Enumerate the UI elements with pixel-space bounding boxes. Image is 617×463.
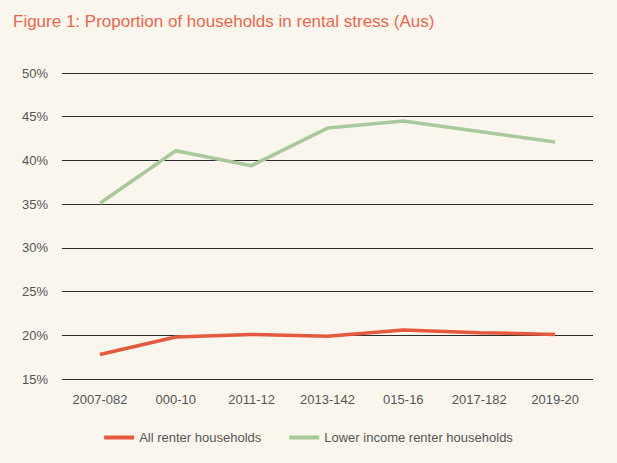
svg-text:2017-182: 2017-182	[452, 392, 507, 407]
svg-text:Figure 1: Proportion of househ: Figure 1: Proportion of households in re…	[13, 12, 434, 31]
svg-text:All renter households: All renter households	[139, 430, 262, 445]
svg-text:2013-142: 2013-142	[300, 392, 355, 407]
svg-text:40%: 40%	[22, 153, 48, 168]
svg-text:35%: 35%	[22, 197, 48, 212]
svg-text:Lower income renter households: Lower income renter households	[324, 430, 513, 445]
svg-text:30%: 30%	[22, 240, 48, 255]
svg-text:000-10: 000-10	[156, 392, 196, 407]
svg-text:2011-12: 2011-12	[228, 392, 275, 407]
svg-text:25%: 25%	[22, 284, 48, 299]
svg-text:15%: 15%	[22, 372, 48, 387]
svg-text:2019-20: 2019-20	[531, 392, 579, 407]
svg-text:015-16: 015-16	[383, 392, 423, 407]
svg-text:2007-082: 2007-082	[72, 392, 127, 407]
svg-text:20%: 20%	[22, 328, 48, 343]
svg-text:45%: 45%	[22, 109, 48, 124]
svg-text:50%: 50%	[22, 66, 48, 81]
